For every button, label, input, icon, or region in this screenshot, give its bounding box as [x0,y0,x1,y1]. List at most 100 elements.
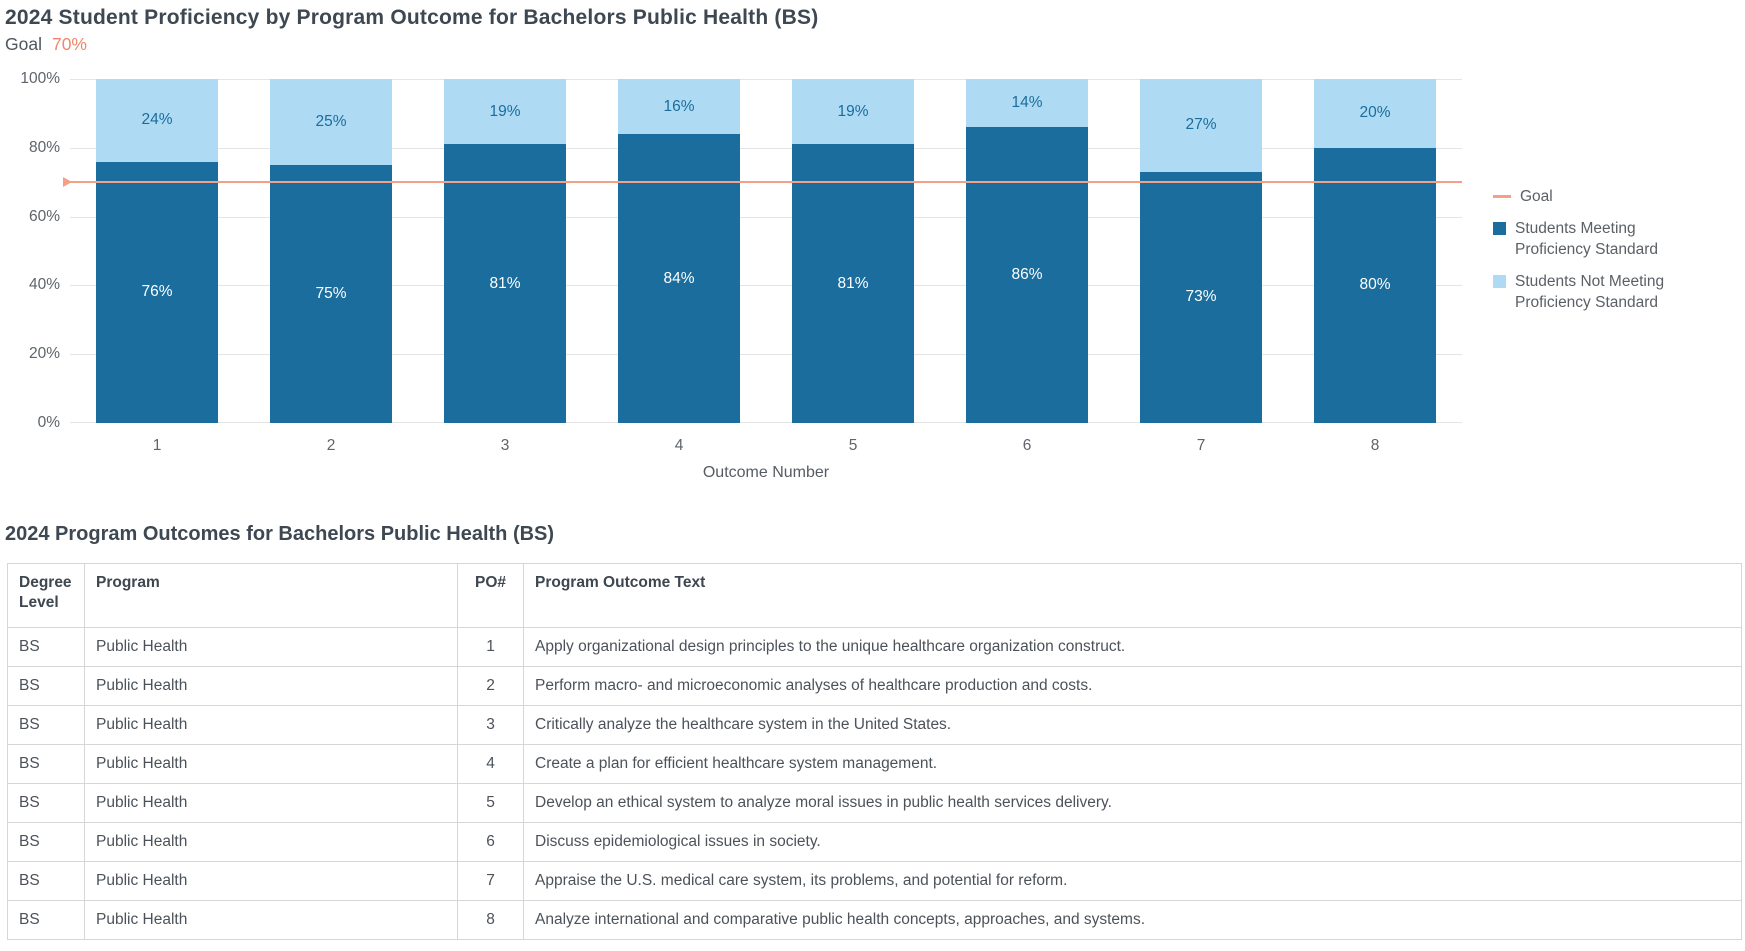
bar-segment-meeting[interactable]: 73% [1140,171,1262,423]
bar-segment-not-meeting[interactable]: 16% [618,79,740,135]
legend-item-meeting[interactable]: Students Meeting Proficiency Standard [1493,218,1708,260]
bar-label-meeting: 80% [1359,276,1391,294]
bar-label-not-meeting: 20% [1359,104,1391,122]
goal-arrow-marker-icon [63,176,72,187]
x-tick-label: 8 [1370,437,1380,454]
bar-segment-meeting[interactable]: 80% [1314,147,1436,423]
bar-segment-not-meeting[interactable]: 20% [1314,79,1436,148]
bar-label-meeting: 75% [315,285,347,302]
gridline [70,216,1462,218]
x-tick-label: 5 [848,437,858,454]
bar-segment-meeting[interactable]: 81% [444,144,566,423]
table-header-row: Degree Level Program PO# Program Outcome Te… [7,563,1742,628]
y-tick-label: 40% [28,276,60,294]
gridline [70,354,1462,356]
bar-label-not-meeting: 16% [663,97,695,115]
bar-segment-meeting[interactable]: 84% [618,134,740,423]
gridline [70,422,1462,423]
table-cell: Public Health [84,900,458,940]
table-cell: 2 [457,666,524,706]
bar-segment-meeting[interactable]: 75% [270,165,392,423]
x-tick-label: 3 [500,437,510,454]
not-meeting-swatch-icon [1493,275,1506,288]
table-cell: Perform macro- and microeconomic analyse… [523,666,1742,706]
goal-value: 70% [51,34,87,54]
table-cell: 3 [457,705,524,745]
chart-legend: Goal Students Meeting Proficiency Standa… [1493,186,1708,313]
table-cell: BS [7,705,85,745]
legend-label-meeting: Students Meeting Proficiency Standard [1515,220,1659,258]
gridline [70,79,1462,80]
bar-segment-meeting[interactable]: 86% [966,127,1088,423]
bar-segment-not-meeting[interactable]: 19% [444,79,566,145]
table-cell: Public Health [84,744,458,784]
table-section-title: 2024 Program Outcomes for Bachelors Publ… [5,523,555,545]
bar-label-meeting: 81% [489,274,521,292]
bar-label-not-meeting: 19% [837,102,869,120]
table-cell: Public Health [84,627,458,667]
goal-indicator: Goal 70% [5,34,87,55]
x-tick-label: 2 [326,437,336,454]
table-cell: Create a plan for efficient healthcare s… [523,744,1742,784]
table-cell: Public Health [84,666,458,706]
table-cell: Apply organizational design principles t… [523,627,1742,667]
table-cell: Discuss epidemiological issues in societ… [523,822,1742,862]
bar-segment-not-meeting[interactable]: 24% [96,79,218,162]
gridline [70,285,1462,287]
table-row: BS Public Health 6 Discuss epidemiological … [7,822,1742,862]
table-cell: BS [7,666,85,706]
goal-label: Goal [5,34,42,54]
y-tick-label: 0% [37,414,60,431]
legend-label-not-meeting: Students Not Meeting Proficiency Standar… [1515,273,1665,311]
goal-line [70,181,1462,184]
bar-segment-meeting[interactable]: 76% [96,161,218,423]
table-row: BS Public Health 2 Perform macro- and micro… [7,666,1742,706]
bar-label-not-meeting: 27% [1185,116,1217,134]
table-cell: 8 [457,900,524,940]
bar-segment-not-meeting[interactable]: 27% [1140,79,1262,172]
bar-label-not-meeting: 24% [141,111,173,129]
table-cell: BS [7,861,85,901]
table-cell: BS [7,783,85,823]
table-cell: 7 [457,861,524,901]
bar-label-meeting: 84% [663,269,695,287]
table-row: BS Public Health 7 Appraise the U.S. medica… [7,861,1742,901]
table-cell: Develop an ethical system to analyze mor… [523,783,1742,823]
table-row: BS Public Health 1 Apply organizational des… [7,627,1742,667]
plot-area: Outcome Number 0% 20% 40% 60% 80% 100% 76% 24% 1… [20,70,1462,481]
table-cell: 4 [457,744,524,784]
table-cell: BS [7,900,85,940]
table-cell: Appraise the U.S. medical care system, i… [523,861,1742,901]
table-cell: Public Health [84,705,458,745]
bar-segment-not-meeting[interactable]: 14% [966,79,1088,128]
bar-label-meeting: 73% [1185,288,1217,306]
meeting-swatch-icon [1493,222,1506,235]
table-cell: 1 [457,627,524,667]
table-cell: 6 [457,822,524,862]
gridline [70,147,1462,149]
table-row: BS Public Health 5 Develop an ethical syste… [7,783,1742,823]
table-cell: BS [7,744,85,784]
bar-segment-meeting[interactable]: 81% [792,144,914,423]
column-header: PO# [457,563,524,628]
legend-item-not-meeting[interactable]: Students Not Meeting Proficiency Standar… [1493,271,1708,313]
bar-label-meeting: 76% [141,283,173,301]
table-row: BS Public Health 3 Critically analyze the h… [7,705,1742,745]
x-tick-label: 7 [1196,437,1206,454]
x-tick-label: 6 [1022,437,1032,454]
bar-label-meeting: 81% [837,274,869,292]
table-cell: 5 [457,783,524,823]
legend-item-goal[interactable]: Goal [1493,186,1708,207]
column-header: Program [84,563,458,628]
y-tick-label: 60% [28,207,60,225]
bar-label-not-meeting: 14% [1011,94,1043,112]
y-tick-label: 20% [28,345,60,363]
x-tick-label: 1 [152,437,162,454]
bar-segment-not-meeting[interactable]: 25% [270,79,392,165]
bar-segment-not-meeting[interactable]: 19% [792,79,914,145]
program-outcomes-table: Degree Level Program PO# Program Outcome Te… [7,563,1742,940]
table-cell: BS [7,822,85,862]
table-cell: Public Health [84,822,458,862]
bar-label-not-meeting: 19% [489,102,521,120]
table-cell: Public Health [84,861,458,901]
